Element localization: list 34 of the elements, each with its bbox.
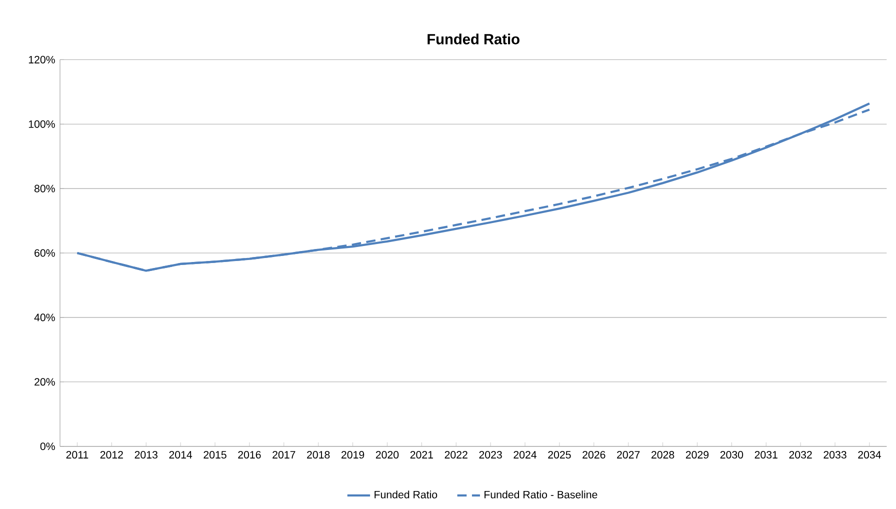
chart-title: Funded Ratio	[428, 34, 520, 44]
x-tick-label: 2017	[272, 451, 296, 459]
x-tick-label: 2011	[66, 451, 88, 459]
x-tick-label: 2027	[617, 451, 640, 459]
x-tick-label: 2018	[307, 451, 330, 459]
x-tick-label: 2021	[410, 451, 433, 459]
x-tick-label: 2013	[134, 451, 158, 459]
x-tick-label: 2032	[789, 451, 812, 459]
y-tick-label: 0%	[40, 442, 55, 450]
x-tick-label: 2020	[376, 451, 399, 459]
y-tick-label: 20%	[34, 378, 55, 386]
y-tick-label: 60%	[34, 249, 55, 257]
x-tick-label: 2025	[548, 451, 571, 459]
x-tick-label: 2024	[514, 451, 537, 459]
x-tick-label: 2034	[858, 451, 881, 459]
x-tick-label: 2033	[824, 451, 846, 459]
y-tick-label: 40%	[34, 314, 55, 322]
legend-label: Funded Ratio	[374, 490, 438, 498]
x-tick-label: 2030	[720, 451, 744, 459]
x-tick-label: 2012	[100, 451, 123, 459]
x-tick-label: 2023	[479, 451, 502, 459]
x-tick-label: 2014	[169, 451, 192, 459]
legend-label: Funded Ratio - Baseline	[484, 490, 598, 498]
y-tick-label: 120%	[28, 56, 55, 64]
x-tick-label: 2022	[444, 451, 468, 459]
y-tick-label: 100%	[28, 120, 55, 128]
y-tick-label: 80%	[34, 184, 55, 192]
x-tick-label: 2029	[686, 451, 709, 459]
x-tick-label: 2031	[754, 451, 778, 459]
x-tick-label: 2019	[342, 451, 364, 459]
x-tick-label: 2028	[652, 451, 674, 459]
x-tick-label: 2016	[238, 451, 261, 459]
x-tick-label: 2026	[582, 451, 606, 459]
x-tick-label: 2015	[204, 451, 226, 459]
